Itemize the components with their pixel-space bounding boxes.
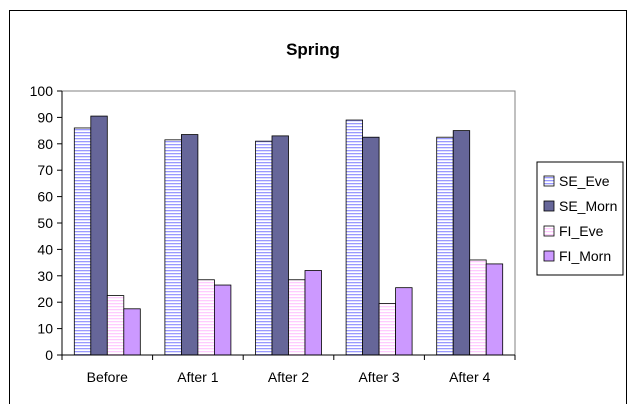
x-tick-label: Before [87,369,128,385]
bar-se-eve-4 [436,136,454,356]
x-tick-label: After 1 [177,369,218,385]
y-tick-label: 20 [37,294,53,310]
x-axis: Before After 1 After 2 After 3 After 4 [61,354,516,385]
y-tick-label: 100 [30,83,54,99]
bar-se-morn-2 [271,135,289,356]
chart-title: Spring [286,40,340,59]
y-tick-label: 10 [37,321,53,337]
bar-se-morn-4 [452,130,471,356]
legend-label: FI_Morn [559,248,611,264]
legend-swatch [543,175,555,187]
bar-fi-morn-1 [213,284,232,356]
bar-se-eve-1 [164,139,182,356]
y-tick-label: 60 [37,189,53,205]
bar-fi-morn-2 [304,270,322,356]
bars [73,115,504,356]
legend-label: SE_Morn [559,198,617,214]
bar-se-morn-1 [180,134,199,356]
bar-fi-morn-3 [395,287,413,356]
x-tick-label: After 4 [449,369,490,385]
legend-swatch [543,200,555,212]
legend-swatch [543,250,555,262]
bar-se-eve-3 [345,119,364,356]
bar-fi-eve-2 [288,279,306,356]
y-tick-label: 50 [37,215,53,231]
y-tick-label: 30 [37,268,53,284]
bar-fi-eve-4 [469,259,487,356]
y-tick-label: 90 [37,109,53,125]
y-tick-label: 40 [37,241,53,257]
y-tick-label: 70 [37,162,53,178]
bar-se-eve-0 [73,127,92,356]
legend: SE_Eve SE_Morn FI_Eve FI_Morn [536,161,624,276]
bar-fi-morn-0 [123,308,141,356]
bar-se-eve-2 [255,140,273,356]
legend-label: SE_Eve [559,173,610,189]
bar-fi-eve-0 [106,295,125,356]
legend-swatch [543,225,555,237]
bar-se-morn-0 [90,115,108,356]
y-axis: 0 10 20 30 40 50 60 70 80 90 100 [30,83,63,363]
x-tick-label: After 3 [358,369,399,385]
bar-fi-eve-3 [378,303,397,356]
y-tick-label: 0 [45,347,53,363]
y-tick-label: 80 [37,136,53,152]
bar-fi-morn-4 [485,263,504,356]
bar-se-morn-3 [362,136,380,356]
x-tick-label: After 2 [268,369,309,385]
bar-fi-eve-1 [197,279,215,356]
legend-label: FI_Eve [559,223,604,239]
